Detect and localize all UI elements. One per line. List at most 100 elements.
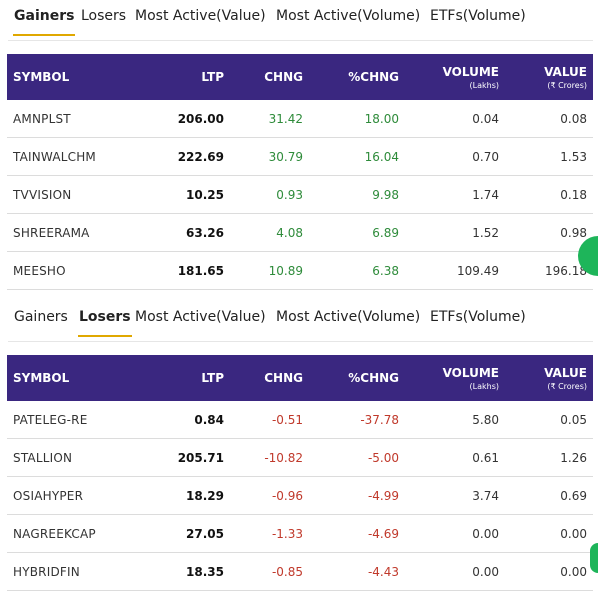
value-cell: 1.26 bbox=[505, 438, 593, 477]
table-row[interactable]: MEESHO 181.65 10.89 6.38 109.49 196.18 bbox=[7, 251, 593, 290]
ltp-cell: 222.69 bbox=[137, 137, 230, 176]
table-row[interactable]: OSIAHYPER 18.29 -0.96 -4.99 3.74 0.69 bbox=[7, 476, 593, 515]
col-chng[interactable]: CHNG bbox=[264, 371, 303, 385]
symbol-cell[interactable]: SHREERAMA bbox=[7, 213, 137, 252]
losers-section: Gainers Losers Most Active(Value) Most A… bbox=[0, 301, 598, 591]
side-widget-icon[interactable] bbox=[590, 543, 598, 573]
value-cell: 0.69 bbox=[505, 476, 593, 515]
chng-cell: -1.33 bbox=[230, 514, 309, 553]
table-row[interactable]: SHREERAMA 63.26 4.08 6.89 1.52 0.98 bbox=[7, 213, 593, 252]
symbol-cell[interactable]: TVVISION bbox=[7, 175, 137, 214]
pchng-cell: -5.00 bbox=[309, 438, 405, 477]
col-pchng[interactable]: %CHNG bbox=[348, 371, 399, 385]
tab-most-active-volume[interactable]: Most Active(Volume) bbox=[276, 8, 421, 24]
table-row[interactable]: PATELEG-RE 0.84 -0.51 -37.78 5.80 0.05 bbox=[7, 401, 593, 439]
col-volume-label: VOLUME bbox=[442, 64, 499, 79]
col-volume[interactable]: VOLUME (Lakhs) bbox=[405, 54, 505, 100]
pchng-cell: 18.00 bbox=[309, 100, 405, 138]
pchng-cell: 16.04 bbox=[309, 137, 405, 176]
tab-losers[interactable]: Losers bbox=[81, 8, 127, 24]
table-row[interactable]: TVVISION 10.25 0.93 9.98 1.74 0.18 bbox=[7, 175, 593, 214]
ltp-cell: 205.71 bbox=[137, 438, 230, 477]
table-row[interactable]: HYBRIDFIN 18.35 -0.85 -4.43 0.00 0.00 bbox=[7, 552, 593, 591]
tab-most-active-value[interactable]: Most Active(Value) bbox=[135, 309, 266, 325]
chng-cell: 10.89 bbox=[230, 251, 309, 290]
tab-etfs-volume[interactable]: ETFs(Volume) bbox=[430, 309, 526, 325]
pchng-cell: 6.38 bbox=[309, 251, 405, 290]
gainers-table: SYMBOL LTP CHNG %CHNG VOLUME (Lakhs) VALU… bbox=[7, 54, 593, 290]
chng-cell: 4.08 bbox=[230, 213, 309, 252]
symbol-cell[interactable]: STALLION bbox=[7, 438, 137, 477]
col-ltp[interactable]: LTP bbox=[201, 70, 224, 84]
tab-bar-bottom: Gainers Losers Most Active(Value) Most A… bbox=[8, 301, 593, 342]
ltp-cell: 18.35 bbox=[137, 552, 230, 591]
chng-cell: -0.51 bbox=[230, 401, 309, 439]
gainers-section: Gainers Losers Most Active(Value) Most A… bbox=[0, 0, 598, 290]
volume-cell: 0.00 bbox=[405, 514, 505, 553]
side-widget-icon[interactable] bbox=[578, 236, 598, 276]
table-row[interactable]: STALLION 205.71 -10.82 -5.00 0.61 1.26 bbox=[7, 438, 593, 477]
col-value-unit: (₹ Crores) bbox=[547, 381, 587, 391]
symbol-cell[interactable]: PATELEG-RE bbox=[7, 401, 137, 439]
col-volume-label: VOLUME bbox=[442, 365, 499, 380]
table-row[interactable]: NAGREEKCAP 27.05 -1.33 -4.69 0.00 0.00 bbox=[7, 514, 593, 553]
chng-cell: 30.79 bbox=[230, 137, 309, 176]
col-ltp[interactable]: LTP bbox=[201, 371, 224, 385]
table-row[interactable]: TAINWALCHM 222.69 30.79 16.04 0.70 1.53 bbox=[7, 137, 593, 176]
value-cell: 0.00 bbox=[505, 514, 593, 553]
col-chng[interactable]: CHNG bbox=[264, 70, 303, 84]
value-cell: 0.05 bbox=[505, 401, 593, 439]
volume-cell: 3.74 bbox=[405, 476, 505, 515]
symbol-cell[interactable]: MEESHO bbox=[7, 251, 137, 290]
ltp-cell: 181.65 bbox=[137, 251, 230, 290]
tab-most-active-value[interactable]: Most Active(Value) bbox=[135, 8, 266, 24]
volume-cell: 0.61 bbox=[405, 438, 505, 477]
pchng-cell: 6.89 bbox=[309, 213, 405, 252]
chng-cell: -0.85 bbox=[230, 552, 309, 591]
tab-gainers[interactable]: Gainers bbox=[14, 309, 68, 325]
col-symbol[interactable]: SYMBOL bbox=[13, 70, 70, 84]
tab-bar-top: Gainers Losers Most Active(Value) Most A… bbox=[8, 0, 593, 41]
symbol-cell[interactable]: AMNPLST bbox=[7, 100, 137, 138]
value-cell: 1.53 bbox=[505, 137, 593, 176]
chng-cell: 0.93 bbox=[230, 175, 309, 214]
tab-losers[interactable]: Losers bbox=[78, 309, 132, 337]
value-cell: 196.18 bbox=[505, 251, 593, 290]
col-volume-unit: (Lakhs) bbox=[469, 80, 499, 90]
tab-gainers[interactable]: Gainers bbox=[12, 8, 76, 36]
col-volume[interactable]: VOLUME (Lakhs) bbox=[405, 355, 505, 401]
chng-cell: -0.96 bbox=[230, 476, 309, 515]
col-symbol[interactable]: SYMBOL bbox=[13, 371, 70, 385]
tab-etfs-volume[interactable]: ETFs(Volume) bbox=[430, 8, 526, 24]
ltp-cell: 0.84 bbox=[137, 401, 230, 439]
pchng-cell: -37.78 bbox=[309, 401, 405, 439]
symbol-cell[interactable]: HYBRIDFIN bbox=[7, 552, 137, 591]
value-cell: 0.18 bbox=[505, 175, 593, 214]
chng-cell: -10.82 bbox=[230, 438, 309, 477]
volume-cell: 1.52 bbox=[405, 213, 505, 252]
symbol-cell[interactable]: TAINWALCHM bbox=[7, 137, 137, 176]
table-row[interactable]: AMNPLST 206.00 31.42 18.00 0.04 0.08 bbox=[7, 100, 593, 138]
symbol-cell[interactable]: NAGREEKCAP bbox=[7, 514, 137, 553]
symbol-cell[interactable]: OSIAHYPER bbox=[7, 476, 137, 515]
losers-table: SYMBOL LTP CHNG %CHNG VOLUME (Lakhs) VALU… bbox=[7, 355, 593, 591]
volume-cell: 1.74 bbox=[405, 175, 505, 214]
pchng-cell: -4.69 bbox=[309, 514, 405, 553]
table-header-row: SYMBOL LTP CHNG %CHNG VOLUME (Lakhs) VALU… bbox=[7, 355, 593, 401]
pchng-cell: -4.99 bbox=[309, 476, 405, 515]
col-volume-unit: (Lakhs) bbox=[469, 381, 499, 391]
col-value[interactable]: VALUE (₹ Crores) bbox=[505, 54, 593, 100]
col-pchng[interactable]: %CHNG bbox=[348, 70, 399, 84]
table-header-row: SYMBOL LTP CHNG %CHNG VOLUME (Lakhs) VALU… bbox=[7, 54, 593, 100]
pchng-cell: 9.98 bbox=[309, 175, 405, 214]
tab-most-active-volume[interactable]: Most Active(Volume) bbox=[276, 309, 421, 325]
ltp-cell: 10.25 bbox=[137, 175, 230, 214]
col-value-unit: (₹ Crores) bbox=[547, 80, 587, 90]
ltp-cell: 206.00 bbox=[137, 100, 230, 138]
volume-cell: 0.00 bbox=[405, 552, 505, 591]
pchng-cell: -4.43 bbox=[309, 552, 405, 591]
col-value[interactable]: VALUE (₹ Crores) bbox=[505, 355, 593, 401]
ltp-cell: 63.26 bbox=[137, 213, 230, 252]
volume-cell: 0.04 bbox=[405, 100, 505, 138]
volume-cell: 109.49 bbox=[405, 251, 505, 290]
